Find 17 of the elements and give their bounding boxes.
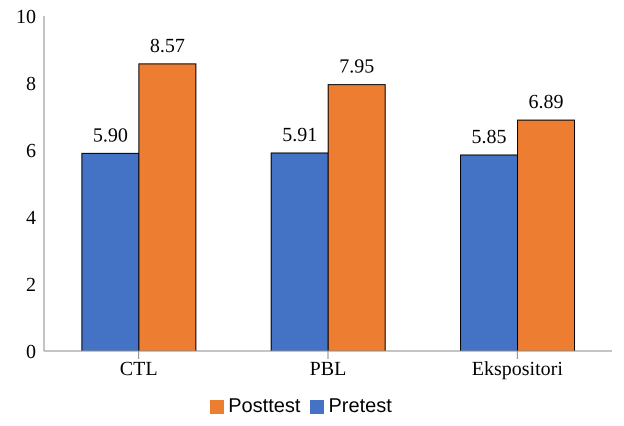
legend-label: Posttest — [228, 395, 300, 417]
y-tick-label: 2 — [26, 274, 36, 296]
y-tick-label: 8 — [26, 73, 36, 96]
data-label: 5.85 — [472, 126, 507, 148]
data-label: 8.57 — [150, 34, 185, 57]
data-label: 6.89 — [528, 91, 564, 114]
legend-label: Pretest — [328, 395, 392, 417]
data-label: 7.95 — [339, 56, 374, 78]
data-label: 5.91 — [282, 124, 318, 146]
y-tick-label: 6 — [26, 140, 36, 162]
y-tick-label: 4 — [26, 207, 36, 230]
x-tick-label: Ekspositori — [472, 358, 564, 380]
data-label: 5.90 — [92, 124, 128, 146]
x-tick-label: PBL — [310, 358, 346, 380]
y-tick-label: 10 — [16, 6, 36, 28]
x-tick-label: CTL — [120, 358, 158, 380]
y-tick-label: 0 — [26, 341, 36, 364]
